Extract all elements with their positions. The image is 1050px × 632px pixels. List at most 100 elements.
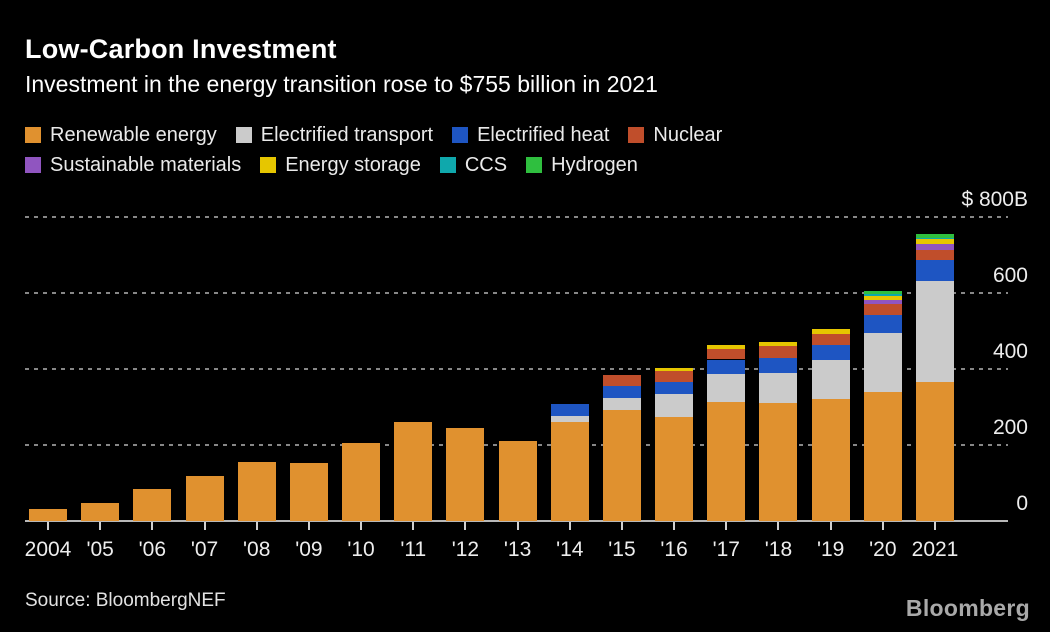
bar-segment	[655, 416, 694, 521]
x-axis-line	[25, 520, 1008, 522]
legend-swatch-icon	[235, 127, 252, 143]
y-axis-tick-label: 200	[992, 416, 1028, 439]
bar-segment	[655, 367, 694, 372]
x-axis-tick-label: '16	[660, 538, 688, 561]
legend-label: CCS	[464, 153, 508, 176]
bar-segment	[707, 359, 746, 374]
legend-swatch-icon	[439, 157, 456, 173]
x-axis-tick	[829, 522, 832, 530]
y-axis-tick-label: 0	[1016, 492, 1028, 515]
legend-item: CCS	[439, 153, 508, 177]
bar-segment	[759, 372, 798, 403]
bar-segment	[916, 249, 954, 261]
bar-segment	[863, 315, 902, 334]
x-axis-tick-label: '17	[712, 538, 740, 561]
x-axis-tick	[516, 522, 519, 530]
y-axis-tick-label: 600	[992, 264, 1028, 287]
gridline	[25, 368, 1008, 370]
x-axis-tick	[673, 522, 676, 530]
legend-swatch-icon	[526, 157, 543, 173]
x-axis-tick	[464, 522, 467, 530]
x-axis-tick-label: '09	[295, 538, 323, 561]
bar-segment	[916, 238, 954, 244]
bar-segment	[446, 427, 485, 521]
bar-segment	[237, 462, 276, 521]
legend-item: Renewable energy	[25, 124, 217, 147]
x-axis-tick-label: '06	[138, 538, 167, 561]
x-axis-tick	[412, 522, 415, 530]
legend-swatch-icon	[260, 157, 277, 173]
bar-segment	[655, 393, 694, 417]
bar-segment	[916, 381, 954, 521]
bar-segment	[289, 463, 328, 521]
bar-segment	[550, 422, 589, 521]
x-axis-tick-label: '05	[86, 538, 114, 561]
legend-label: Renewable energy	[50, 123, 217, 146]
bar-segment	[602, 375, 641, 387]
bar-segment	[185, 476, 224, 521]
legend-row-1: Renewable energy Electrified transport Ele…	[25, 123, 722, 147]
legend-swatch-icon	[628, 127, 645, 143]
source-note: Source: BloombergNEF	[25, 590, 226, 611]
bar-segment	[863, 294, 902, 296]
bar-segment	[863, 291, 902, 295]
legend-label: Electrified heat	[477, 123, 610, 146]
legend-label: Sustainable materials	[50, 153, 242, 176]
bar-segment	[498, 441, 537, 521]
bar-segment	[655, 381, 694, 394]
gridline	[25, 292, 1008, 294]
legend-item: Nuclear	[628, 124, 722, 147]
x-axis-tick	[360, 522, 363, 530]
legend-label: Nuclear	[653, 123, 723, 146]
y-axis-tick-label: $ 800B	[961, 188, 1028, 211]
x-axis-tick	[934, 522, 936, 530]
x-axis-tick	[307, 522, 310, 530]
x-axis-tick-label: '15	[608, 538, 636, 561]
x-axis-tick-label: '18	[764, 538, 793, 561]
x-axis-tick-label: '14	[556, 538, 584, 561]
bar-segment	[707, 345, 746, 350]
legend-swatch-icon	[452, 127, 469, 143]
x-axis-tick-label: '08	[243, 538, 271, 561]
bloomberg-logo: Bloomberg	[905, 595, 1030, 621]
x-axis-tick-label: '12	[451, 538, 480, 561]
bar-segment	[342, 443, 381, 521]
bar-segment	[602, 386, 641, 399]
bar-segment	[602, 410, 641, 521]
x-axis-tick-label: '07	[190, 538, 219, 561]
bar-segment	[133, 489, 172, 521]
legend-label: Energy storage	[285, 153, 421, 176]
x-axis-tick-label: '11	[400, 538, 427, 561]
x-axis-tick-label: '20	[869, 538, 897, 561]
gridline	[25, 216, 1008, 218]
bar-segment	[759, 357, 798, 373]
bar-segment	[759, 342, 798, 347]
bar-segment	[811, 399, 850, 521]
legend-item: Hydrogen	[526, 154, 638, 177]
bar-segment	[707, 349, 746, 360]
legend-swatch-icon	[25, 127, 41, 143]
bar-segment	[863, 299, 902, 304]
bar-segment	[916, 237, 954, 239]
x-axis-tick	[777, 522, 780, 530]
bar-segment	[759, 402, 798, 521]
bar-segment	[916, 260, 954, 282]
bar-segment	[81, 503, 120, 521]
legend-item: Energy storage	[260, 154, 421, 177]
bar-segment	[550, 403, 589, 417]
x-axis-tick	[620, 522, 623, 530]
bar-segment	[707, 373, 746, 402]
x-axis-tick	[255, 522, 258, 530]
bar-segment	[655, 371, 694, 382]
x-axis-tick-label: '13	[503, 538, 532, 561]
bar-segment	[550, 416, 589, 423]
legend-item: Electrified heat	[452, 124, 609, 147]
legend-row-2: Sustainable materials Energy storage CCS Hy…	[25, 153, 638, 177]
x-axis-tick	[99, 522, 102, 530]
chart-subtitle: Investment in the energy transition rose…	[25, 71, 658, 97]
bar-segment	[916, 234, 954, 238]
x-axis-tick	[151, 522, 154, 530]
legend-item: Electrified transport	[235, 124, 433, 147]
x-axis-tick	[725, 522, 728, 530]
bar-segment	[602, 398, 641, 411]
